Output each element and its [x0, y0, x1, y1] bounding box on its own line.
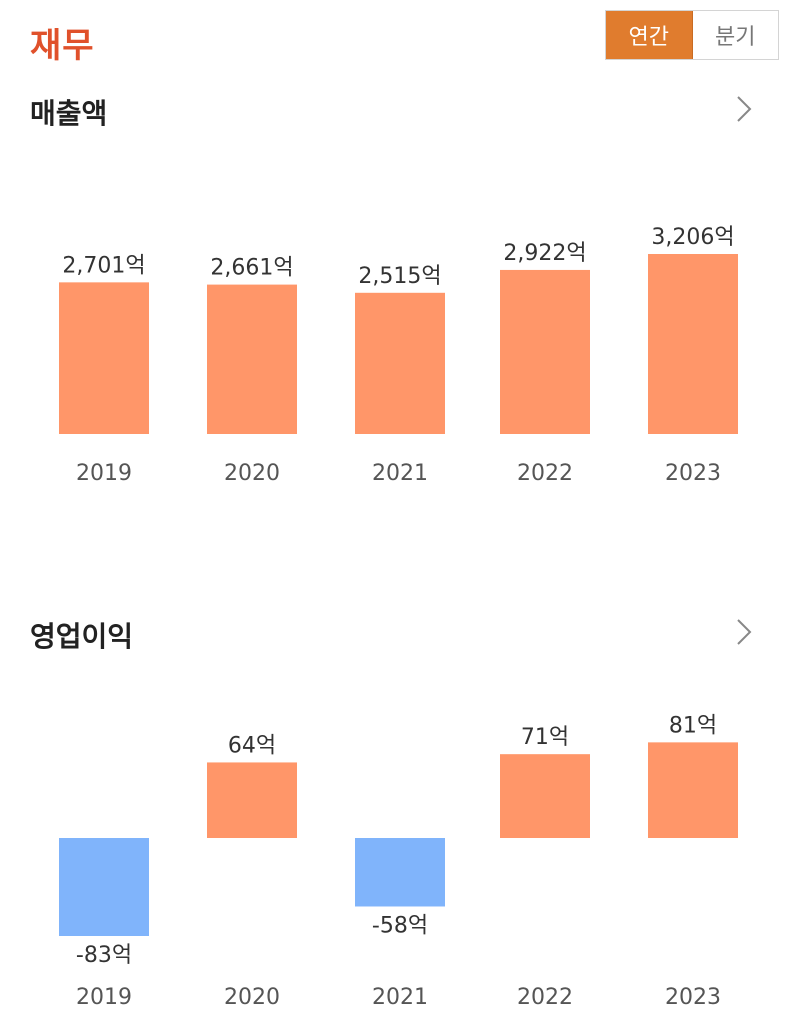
value-label: -83억: [76, 943, 132, 968]
chevron-right-icon[interactable]: [728, 94, 758, 124]
x-tick-label: 2019: [76, 985, 132, 1010]
tab-quarterly[interactable]: 분기: [715, 25, 756, 50]
operating-profit-chart: -83억 2019 64억 2020 -58억 2021 71억 2022 81억 2023: [59, 713, 738, 1010]
value-label: 71억: [521, 725, 569, 750]
bar-2021: [355, 838, 445, 907]
bar-2020: [207, 762, 297, 838]
x-tick-label: 2022: [517, 461, 573, 486]
revenue-chart: 2,701억 2019 2,661억 2020 2,515억 2021 2,922억 2022…: [59, 225, 738, 486]
bar-2021: [355, 292, 445, 434]
value-label: 2,701억: [62, 253, 145, 278]
bar-2022: [500, 754, 590, 838]
x-tick-label: 2020: [224, 461, 280, 486]
value-label: 64억: [228, 733, 276, 758]
value-label: 2,661억: [210, 256, 293, 281]
bar-2020: [207, 284, 297, 434]
value-label: 3,206억: [651, 225, 734, 250]
bar-2023: [648, 742, 738, 838]
x-tick-label: 2023: [665, 461, 721, 486]
bar-2023: [648, 254, 738, 434]
value-label: 2,515억: [358, 264, 441, 289]
operating-profit-section-title: 영업이익: [30, 620, 134, 653]
value-label: 2,922억: [503, 241, 586, 266]
revenue-section-title: 매출액: [30, 97, 108, 130]
x-tick-label: 2021: [372, 461, 428, 486]
page-title: 재무: [30, 26, 95, 66]
x-tick-label: 2019: [76, 461, 132, 486]
value-label: 81억: [669, 713, 717, 738]
value-label: -58억: [372, 913, 428, 938]
bar-2019: [59, 838, 149, 936]
x-tick-label: 2022: [517, 985, 573, 1010]
x-tick-label: 2023: [665, 985, 721, 1010]
x-tick-label: 2020: [224, 985, 280, 1010]
bar-2019: [59, 282, 149, 434]
period-toggle: 연간 분기: [605, 10, 779, 60]
chevron-right-icon[interactable]: [728, 617, 758, 647]
x-tick-label: 2021: [372, 985, 428, 1010]
tab-annual[interactable]: 연간: [606, 11, 693, 59]
bar-2022: [500, 269, 590, 434]
